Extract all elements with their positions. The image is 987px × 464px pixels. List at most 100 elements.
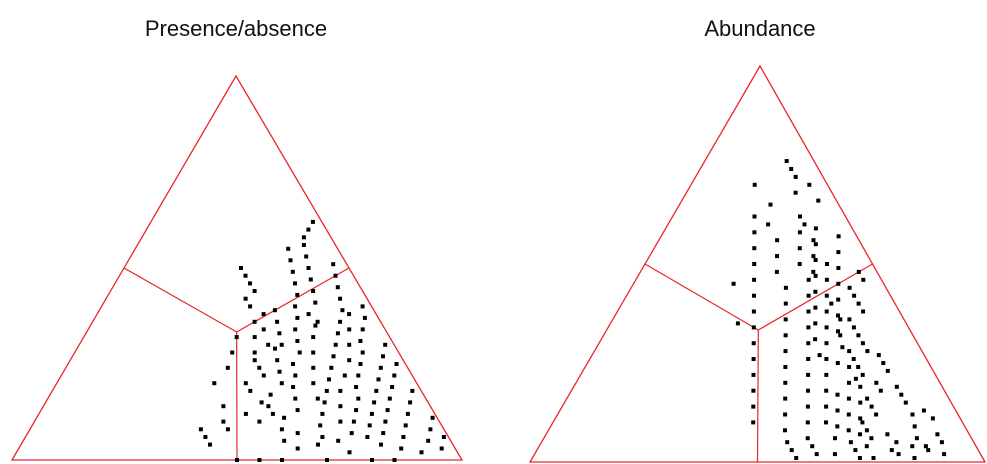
- data-point: [295, 431, 300, 436]
- abundance-panel: Abundance: [528, 16, 987, 463]
- data-point: [894, 440, 899, 445]
- data-point: [347, 327, 352, 332]
- data-point: [914, 436, 919, 441]
- data-point: [221, 404, 226, 409]
- data-point: [876, 353, 881, 358]
- data-point: [419, 450, 424, 455]
- data-point: [293, 327, 298, 332]
- data-point: [335, 331, 340, 336]
- data-point: [362, 315, 367, 320]
- data-point: [752, 230, 757, 235]
- data-point: [775, 254, 779, 259]
- data-point: [320, 411, 325, 416]
- data-point: [802, 222, 807, 227]
- data-point: [333, 342, 338, 347]
- data-point: [858, 384, 863, 389]
- data-point: [811, 238, 816, 243]
- data-point: [824, 420, 828, 425]
- data-point: [338, 319, 343, 324]
- data-point: [358, 362, 363, 366]
- data-point: [835, 424, 840, 429]
- data-point: [805, 404, 810, 409]
- data-point: [379, 442, 383, 447]
- data-point: [910, 412, 915, 417]
- data-point: [295, 446, 300, 451]
- data-point: [349, 431, 354, 436]
- data-point: [783, 396, 788, 401]
- data-point: [783, 333, 788, 338]
- data-point: [829, 301, 834, 306]
- data-point: [805, 436, 810, 441]
- data-point: [824, 325, 829, 330]
- data-point: [329, 365, 334, 370]
- data-point: [338, 388, 343, 393]
- data-point: [243, 411, 248, 416]
- data-point: [805, 420, 810, 425]
- data-point: [824, 293, 829, 298]
- data-point: [751, 325, 756, 330]
- data-point: [921, 408, 926, 413]
- data-point: [293, 281, 297, 286]
- data-point: [851, 357, 856, 361]
- data-point: [301, 243, 306, 247]
- data-point: [315, 319, 320, 324]
- data-point: [203, 435, 208, 439]
- data-point: [291, 362, 295, 366]
- data-point: [301, 235, 306, 240]
- data-point: [810, 444, 815, 449]
- data-point: [297, 350, 302, 355]
- data-point: [824, 277, 829, 282]
- divider-bottom: [756, 329, 759, 463]
- data-point: [275, 358, 280, 363]
- data-point: [825, 262, 829, 266]
- data-point: [252, 319, 257, 324]
- data-point: [336, 438, 341, 443]
- data-point: [369, 411, 374, 416]
- data-point: [835, 408, 840, 413]
- data-point: [942, 452, 947, 457]
- data-point: [899, 392, 904, 397]
- data-point: [751, 309, 756, 314]
- data-point: [293, 396, 298, 401]
- data-point: [793, 174, 798, 179]
- data-point: [239, 266, 243, 270]
- data-point: [846, 428, 851, 433]
- data-point: [775, 238, 780, 243]
- data-point: [864, 444, 869, 449]
- data-point: [320, 435, 325, 439]
- data-point: [783, 301, 788, 306]
- data-point: [198, 427, 203, 432]
- data-point: [806, 388, 810, 393]
- data-point: [257, 365, 262, 370]
- data-point: [857, 456, 862, 460]
- data-point: [840, 345, 845, 350]
- data-point: [752, 182, 757, 187]
- data-point: [335, 285, 340, 290]
- data-point: [838, 333, 843, 338]
- data-point: [847, 285, 852, 290]
- data-point: [338, 404, 343, 409]
- data-point: [311, 381, 316, 386]
- data-point: [752, 262, 757, 266]
- data-point: [403, 423, 408, 428]
- data-point: [889, 448, 894, 453]
- data-point: [268, 392, 273, 397]
- data-point: [354, 385, 359, 389]
- data-point: [896, 452, 901, 457]
- data-point: [248, 388, 253, 393]
- data-point: [847, 317, 852, 322]
- data-point: [306, 227, 311, 232]
- data-point: [824, 388, 829, 393]
- data-point: [865, 396, 870, 401]
- data-point: [261, 312, 266, 317]
- data-point: [225, 365, 230, 370]
- data-point: [813, 242, 818, 247]
- data-point: [751, 388, 756, 393]
- data-point: [295, 339, 300, 343]
- data-point: [910, 444, 915, 449]
- data-point: [783, 412, 788, 417]
- data-point: [874, 412, 879, 417]
- data-point: [939, 440, 944, 445]
- data-point: [858, 432, 862, 437]
- data-point: [311, 365, 316, 370]
